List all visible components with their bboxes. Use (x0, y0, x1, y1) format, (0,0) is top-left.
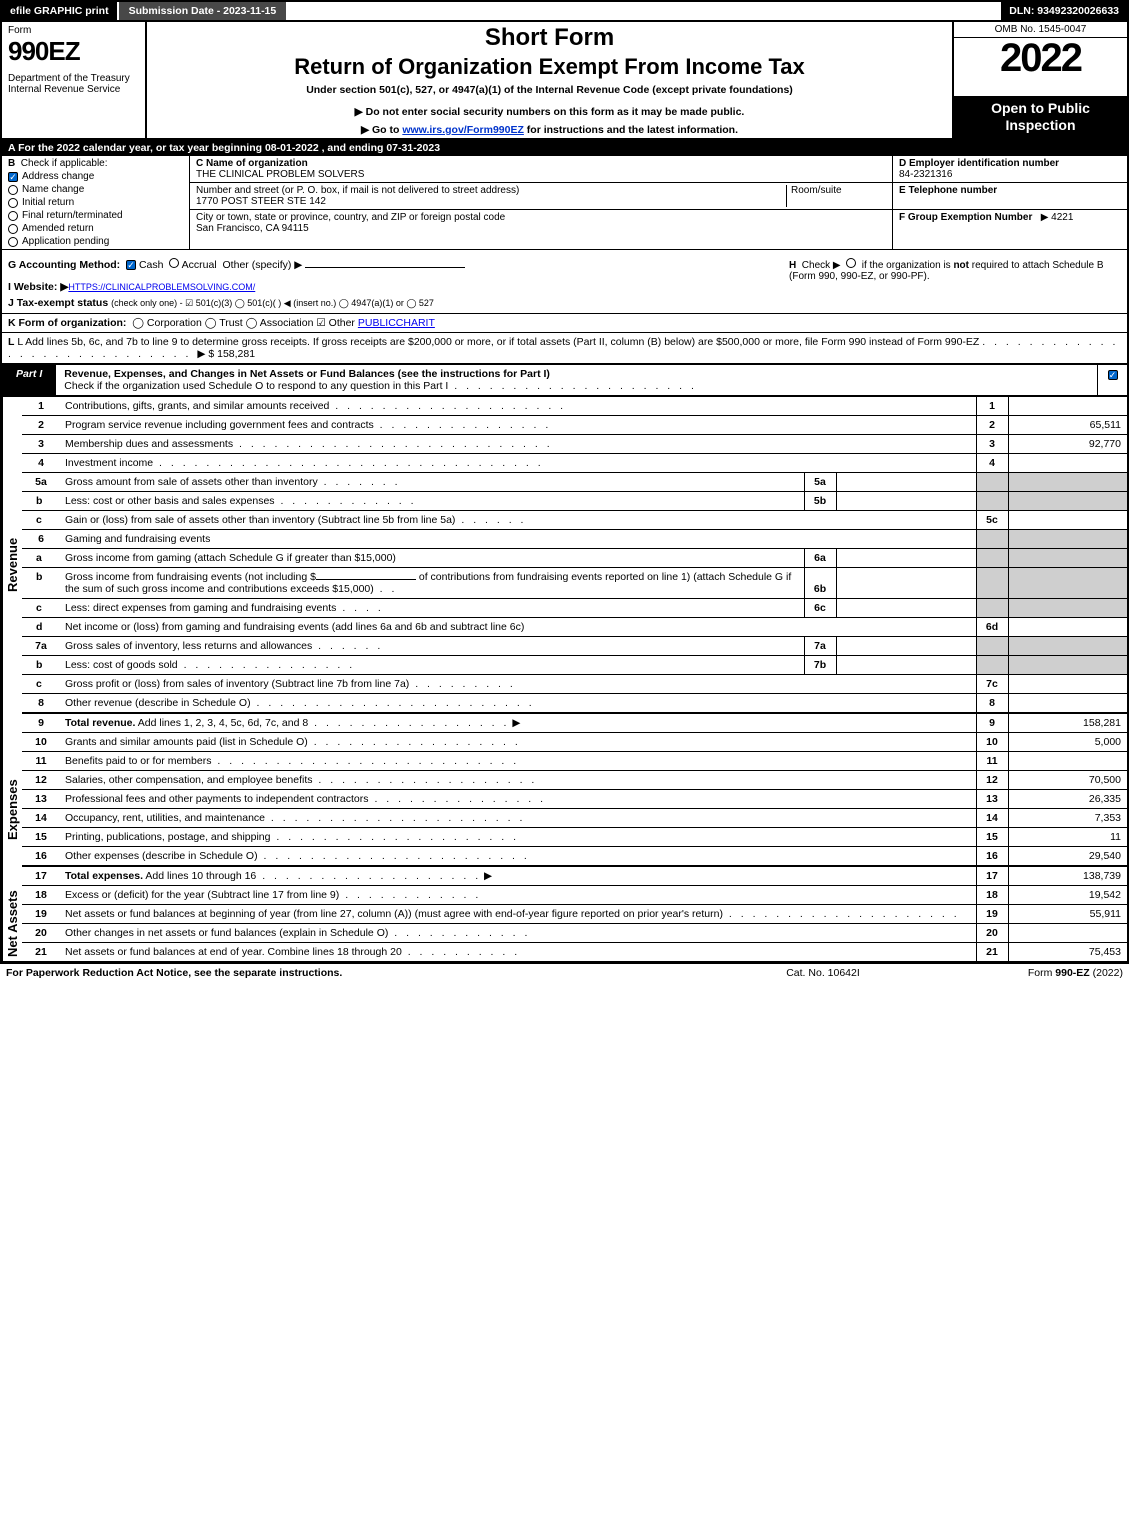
form-footer-ref: Form 990-EZ (2022) (923, 967, 1123, 979)
table-row: 14Occupancy, rent, utilities, and mainte… (22, 809, 1128, 828)
table-row: cGross profit or (loss) from sales of in… (22, 675, 1128, 694)
accounting-method-label: G Accounting Method: (8, 259, 120, 271)
checkbox-icon (8, 185, 18, 195)
header-note-irs: ▶ Go to www.irs.gov/Form990EZ for instru… (153, 124, 946, 136)
check-final-return[interactable]: Final return/terminated (8, 210, 183, 221)
section-c-name-label: C Name of organization (196, 158, 886, 169)
table-row: bGross income from fundraising events (n… (22, 568, 1128, 599)
checkbox-checked-icon (8, 172, 18, 182)
submission-date: Submission Date - 2023-11-15 (117, 2, 287, 20)
checkbox-icon (8, 198, 18, 208)
table-row: 18Excess or (deficit) for the year (Subt… (22, 886, 1128, 905)
dept-treasury: Department of the Treasury Internal Reve… (8, 73, 139, 95)
table-row: dNet income or (loss) from gaming and fu… (22, 618, 1128, 637)
table-row: 16Other expenses (describe in Schedule O… (22, 847, 1128, 867)
table-row: 13Professional fees and other payments t… (22, 790, 1128, 809)
checkbox-icon (8, 224, 18, 234)
dln-number: DLN: 93492320026633 (1001, 2, 1127, 20)
group-exemption-value: ▶ 4221 (1041, 212, 1074, 223)
part-1-title: Revenue, Expenses, and Changes in Net As… (56, 365, 1097, 395)
section-f-label: F Group Exemption Number (899, 212, 1032, 223)
check-amended-return[interactable]: Amended return (8, 223, 183, 234)
revenue-table: 1Contributions, gifts, grants, and simil… (22, 397, 1129, 733)
net-assets-side-label: Net Assets (2, 886, 22, 961)
street-value: 1770 POST STEER STE 142 (196, 196, 786, 207)
gross-receipts-amount: ▶ $ 158,281 (197, 348, 255, 360)
table-row: 1Contributions, gifts, grants, and simil… (22, 397, 1128, 416)
tax-exempt-label: J Tax-exempt status (8, 297, 108, 309)
table-row: cGain or (loss) from sale of assets othe… (22, 511, 1128, 530)
check-initial-return[interactable]: Initial return (8, 197, 183, 208)
form-number: 990EZ (8, 36, 139, 67)
irs-link[interactable]: www.irs.gov/Form990EZ (402, 124, 524, 136)
checkbox-icon (8, 211, 18, 221)
part-1-header: Part I Revenue, Expenses, and Changes in… (0, 363, 1129, 397)
check-application-pending[interactable]: Application pending (8, 236, 183, 247)
title-main: Return of Organization Exempt From Incom… (153, 54, 946, 80)
row-a-tax-year: A For the 2022 calendar year, or tax yea… (0, 140, 1129, 156)
table-row: 9Total revenue. Total revenue. Add lines… (22, 713, 1128, 733)
check-name-change[interactable]: Name change (8, 184, 183, 195)
org-name: THE CLINICAL PROBLEM SOLVERS (196, 169, 886, 180)
header-note-ssn: ▶ Do not enter social security numbers o… (153, 106, 946, 118)
city-label: City or town, state or province, country… (196, 212, 886, 223)
page-footer: For Paperwork Reduction Act Notice, see … (0, 963, 1129, 982)
website-link[interactable]: HTTPS://CLINICALPROBLEMSOLVING.COM/ (68, 282, 255, 292)
table-row: 11Benefits paid to or for members . . . … (22, 752, 1128, 771)
table-row: 10Grants and similar amounts paid (list … (22, 733, 1128, 752)
title-short-form: Short Form (153, 24, 946, 52)
table-row: cLess: direct expenses from gaming and f… (22, 599, 1128, 618)
top-bar: efile GRAPHIC print Submission Date - 20… (0, 0, 1129, 22)
city-value: San Francisco, CA 94115 (196, 223, 886, 234)
org-other-link[interactable]: PUBLICCHARIT (358, 317, 435, 329)
table-row: 21Net assets or fund balances at end of … (22, 943, 1128, 962)
open-public-inspection: Open to Public Inspection (954, 96, 1127, 138)
part-1-tab: Part I (2, 365, 56, 395)
table-row: 3Membership dues and assessments . . . .… (22, 435, 1128, 454)
section-b-thru-f: B Check if applicable: Address change Na… (0, 156, 1129, 250)
table-row: 15Printing, publications, postage, and s… (22, 828, 1128, 847)
cash-checkbox-icon[interactable] (126, 260, 136, 270)
header-subtitle: Under section 501(c), 527, or 4947(a)(1)… (153, 84, 946, 96)
table-row: 6Gaming and fundraising events (22, 530, 1128, 549)
checkbox-icon (8, 237, 18, 247)
accrual-checkbox-icon[interactable] (169, 258, 179, 268)
table-row: 19Net assets or fund balances at beginni… (22, 905, 1128, 924)
row-g-h: G Accounting Method: Cash Accrual Other … (0, 250, 1129, 314)
form-label: Form (8, 25, 139, 36)
tax-year: 2022 (954, 38, 1127, 78)
table-row: aGross income from gaming (attach Schedu… (22, 549, 1128, 568)
table-row: 7aGross sales of inventory, less returns… (22, 637, 1128, 656)
table-row: 12Salaries, other compensation, and empl… (22, 771, 1128, 790)
revenue-side-label: Revenue (2, 397, 22, 733)
table-row: 20Other changes in net assets or fund ba… (22, 924, 1128, 943)
part1-schedule-o-checkbox-icon[interactable] (1108, 370, 1118, 380)
section-b-label: B Check if applicable: (8, 158, 183, 169)
net-assets-table: 18Excess or (deficit) for the year (Subt… (22, 886, 1129, 961)
ein-value: 84-2321316 (899, 169, 952, 180)
expenses-table: 10Grants and similar amounts paid (list … (22, 733, 1129, 886)
table-row: bLess: cost or other basis and sales exp… (22, 492, 1128, 511)
table-row: 17Total expenses. Add lines 10 through 1… (22, 866, 1128, 886)
table-row: 5aGross amount from sale of assets other… (22, 473, 1128, 492)
row-k: K Form of organization: ◯ Corporation ◯ … (0, 314, 1129, 333)
catalog-number: Cat. No. 10642I (723, 967, 923, 979)
check-address-change[interactable]: Address change (8, 171, 183, 182)
section-e-label: E Telephone number (899, 185, 997, 196)
room-suite-label: Room/suite (791, 185, 886, 196)
table-row: bLess: cost of goods sold . . . . . . . … (22, 656, 1128, 675)
website-label: I Website: ▶ (8, 281, 68, 293)
expenses-side-label: Expenses (2, 733, 22, 886)
table-row: 2Program service revenue including gover… (22, 416, 1128, 435)
form-header: Form 990EZ Department of the Treasury In… (0, 22, 1129, 140)
paperwork-notice: For Paperwork Reduction Act Notice, see … (6, 967, 723, 979)
table-row: 8Other revenue (describe in Schedule O) … (22, 694, 1128, 714)
section-d-label: D Employer identification number (899, 158, 1059, 169)
row-l: L L Add lines 5b, 6c, and 7b to line 9 t… (0, 333, 1129, 363)
table-row: 4Investment income . . . . . . . . . . .… (22, 454, 1128, 473)
street-label: Number and street (or P. O. box, if mail… (196, 185, 786, 196)
schedule-b-checkbox-icon[interactable] (846, 258, 856, 268)
efile-print-label[interactable]: efile GRAPHIC print (2, 2, 117, 20)
